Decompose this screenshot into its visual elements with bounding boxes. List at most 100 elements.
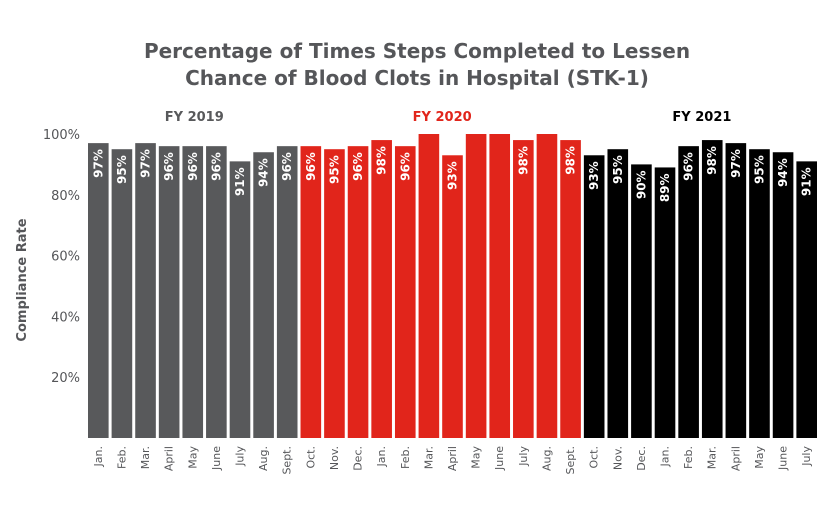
x-tick-label: Aug. [540,446,553,471]
x-tick-label: June [493,446,506,471]
bar [465,134,487,438]
bar-value-label: 96% [186,152,200,181]
chart-title: Percentage of Times Steps Completed to L… [0,38,834,92]
bar-value-label: 97% [91,149,105,178]
x-tick-label: June [777,446,790,471]
bar [489,134,511,438]
bar-value-label: 90% [634,170,648,199]
bar-value-label: 96% [280,152,294,181]
bar [111,149,133,438]
x-tick-label: April [163,446,176,471]
chart-title-line1: Percentage of Times Steps Completed to L… [143,39,691,63]
bar [536,134,558,438]
x-tick-label: Jan. [375,446,388,467]
bar [749,149,770,438]
fiscal-year-label: FY 2019 [165,110,224,125]
x-tick-label: Dec. [635,446,648,471]
x-tick-label: Nov. [611,446,624,470]
bar-value-label: 91% [800,167,814,196]
bars [88,134,817,439]
x-tick-label: July [233,446,246,467]
bar [158,146,180,438]
x-tick-label: Nov. [328,446,341,470]
bar [631,164,652,438]
x-tick-label: Sept. [564,446,577,475]
bar [725,143,747,438]
y-tick-label: 40% [51,310,80,325]
bar [276,146,298,438]
bar [371,140,392,438]
bar [772,152,794,439]
x-tick-label: May [470,446,483,469]
bar-value-label: 97% [139,149,153,178]
x-tick-label: Sept. [281,446,294,475]
bar [796,161,817,439]
x-tick-label: Mar. [139,446,152,469]
x-tick-label: Feb. [115,446,128,469]
bar-value-label: 98% [516,146,530,175]
fiscal-year-label: FY 2021 [672,110,731,125]
bar-value-label: 98% [705,146,719,175]
bar [253,152,274,439]
x-tick-label: Jan. [92,446,105,467]
bar-value-label: 96% [682,152,696,181]
bar [324,149,345,438]
x-tick-label: June [210,446,223,471]
x-tick-label: Oct. [588,446,601,469]
x-tick-label: Mar. [706,446,719,469]
bar [513,140,534,438]
fiscal-year-label: FY 2020 [413,110,472,125]
y-tick-label: 20% [51,371,80,386]
bar [560,140,581,438]
bar-value-label: 93% [587,161,601,190]
x-tick-label: Dec. [352,446,365,471]
x-tick-label: April [446,446,459,471]
fiscal-year-labels: FY 2019 FY 2020 FY 2021 [165,110,732,125]
bar [394,146,416,438]
bar [442,155,463,438]
x-tick-label: July [800,446,813,467]
x-tick-label: Jan. [659,446,672,467]
bar [347,146,369,438]
bar-value-label: 97% [729,149,743,178]
x-axis-ticks: Jan. Feb. Mar. April May June July Aug. Sept. Oct… [92,446,813,475]
bar-value-label: 96% [304,152,318,181]
bar-value-label: 95% [115,155,129,184]
y-axis-ticks: 20% 40% 60% 80% 100% [43,128,80,386]
bar [701,140,723,438]
bar [418,134,440,438]
bar [229,161,251,439]
x-tick-label: July [517,446,530,467]
x-tick-label: Feb. [682,446,695,469]
bar [88,143,109,438]
bar [654,167,676,438]
bar [678,146,699,438]
bar [607,149,629,438]
bar-value-label: 96% [398,152,412,181]
x-tick-label: May [753,446,766,469]
bar-value-label: 91% [233,167,247,196]
x-tick-label: Oct. [304,446,317,469]
bar-value-label: 96% [209,152,223,181]
bar-value-label: 94% [776,158,790,187]
y-axis-label: Compliance Rate [15,218,30,341]
y-tick-label: 80% [51,189,80,204]
bar [583,155,605,438]
x-tick-label: May [186,446,199,469]
y-tick-label: 100% [43,128,80,143]
bar-value-label: 94% [257,158,271,187]
x-tick-label: April [729,446,742,471]
bar-value-label: 95% [611,155,625,184]
x-tick-label: Aug. [257,446,270,471]
bar-value-label: 98% [375,146,389,175]
bar-value-label: 96% [351,152,365,181]
bar [182,146,204,438]
bar-value-labels: 97% 95% 97% 96% 96% 96% 91% 94% 96% 96% 95% 96% 98% 9… [91,146,813,202]
x-tick-label: Feb. [399,446,412,469]
y-tick-label: 60% [51,250,80,265]
x-tick-label: Mar. [422,446,435,469]
bar-value-label: 93% [446,161,460,190]
bar [135,143,156,438]
bar-value-label: 98% [564,146,578,175]
